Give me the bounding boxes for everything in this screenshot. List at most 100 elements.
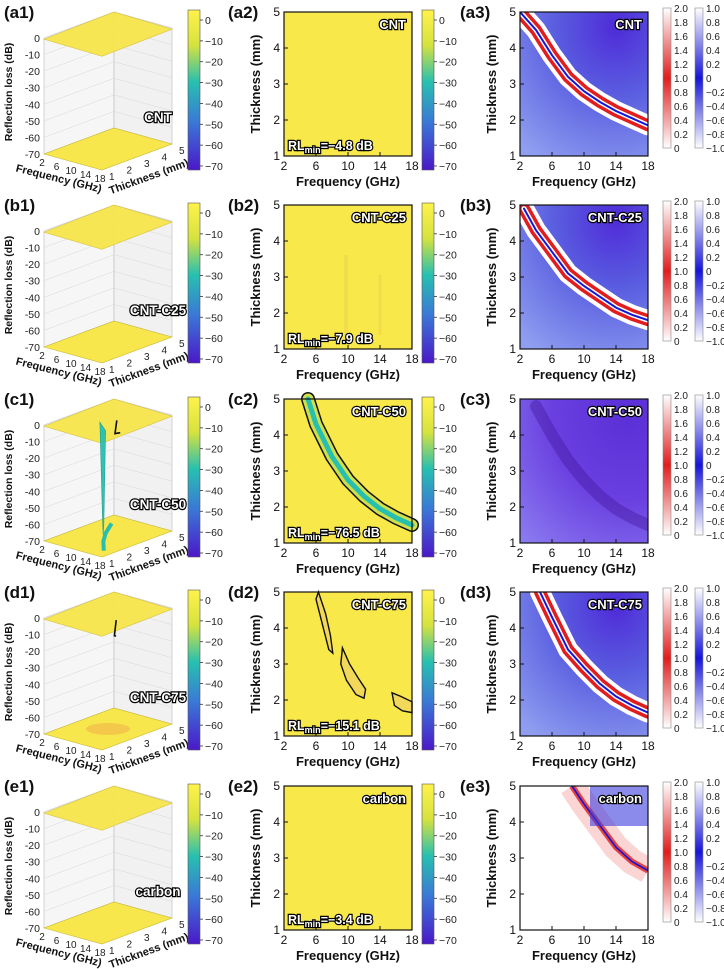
- colorbar-tick-label: −50: [439, 893, 457, 905]
- x-tick-label: 18: [405, 546, 419, 560]
- x-tick-label: 2: [517, 739, 524, 753]
- rl-min-subscript: min: [305, 145, 321, 155]
- thick-tick-label: 2: [127, 359, 133, 370]
- z-tick-label: -50: [25, 309, 40, 321]
- z-tick-label: -40: [25, 486, 40, 498]
- y-tick-label: 3: [273, 270, 280, 284]
- colorbar-real-tick: 1.0: [674, 848, 688, 859]
- x-tick-label: 18: [405, 352, 419, 366]
- y-tick-label: 4: [509, 428, 516, 442]
- z-axis-label: Reflection loss (dB): [3, 236, 15, 335]
- x-tick-label: 6: [313, 352, 320, 366]
- y-tick-label: 4: [273, 621, 280, 635]
- rl-surface: [43, 398, 173, 444]
- colorbar-imag-tick: 0: [706, 654, 712, 665]
- rl-min-prefix: RL: [288, 719, 305, 733]
- x-tick-label: 14: [609, 352, 623, 366]
- x-tick-label: 6: [313, 546, 320, 560]
- colorbar-tick-label: −70: [205, 161, 223, 173]
- colorbar-imag-tick: −0.8: [706, 710, 724, 721]
- y-tick-label: 1: [273, 536, 280, 550]
- colorbar-tick-label: −40: [439, 485, 457, 497]
- y-axis-label: Thickness (mm): [248, 615, 263, 714]
- colorbar-imag-tick: −0.4: [706, 489, 724, 500]
- x-tick-label: 2: [281, 933, 288, 947]
- colorbar-tick-label: −70: [439, 741, 457, 753]
- colorbar-imag-tick: 0.4: [706, 820, 720, 831]
- colorbar-imag-tick: 0.8: [706, 405, 720, 416]
- z-grid: [43, 658, 173, 685]
- colorbar-tick-label: −70: [439, 354, 457, 366]
- y-tick-label: 3: [273, 464, 280, 478]
- colorbar-tick-label: −60: [205, 140, 223, 152]
- z-grid: [43, 498, 173, 525]
- colorbar-imag-tick: −0.2: [706, 475, 724, 486]
- freq-tick-label: 18: [94, 948, 106, 959]
- freq-tick-label: 6: [54, 742, 60, 753]
- thick-tick-label: 3: [144, 933, 150, 944]
- z-tick-label: -70: [25, 729, 40, 741]
- colorbar-imag-tick: 0.4: [706, 239, 720, 250]
- colorbar-real-tick: 1.2: [674, 447, 688, 458]
- colorbar-imag: [694, 394, 704, 536]
- rl-min-annotation: RLmin=−7.9 dB: [288, 332, 373, 348]
- z-tick-label: -20: [25, 840, 40, 852]
- colorbar-imag-tick: 0.6: [706, 419, 720, 430]
- z-grid: [43, 481, 173, 509]
- x-tick-label: 18: [641, 352, 655, 366]
- panel-label: (b2): [228, 196, 259, 215]
- y-tick-label: 1: [273, 729, 280, 743]
- y-tick-label: 3: [509, 77, 516, 91]
- colorbar-tick-label: 0: [439, 15, 445, 27]
- colorbar-real-tick: 0: [674, 918, 680, 929]
- colorbar-tick-label: −40: [205, 291, 223, 303]
- rl-min-value: =−76.5 dB: [321, 526, 380, 540]
- colorbar-tick-label: −30: [205, 465, 223, 477]
- rl-contour: [340, 645, 367, 700]
- colorbar-real-tick: 1.0: [674, 654, 688, 665]
- thick-tick-label: 2: [127, 166, 133, 177]
- y-axis-label: Thickness (mm): [484, 809, 499, 908]
- y-tick-label: 4: [273, 234, 280, 248]
- colorbar-real: [662, 781, 672, 923]
- sample-name: CNT-C50: [130, 497, 186, 512]
- thick-tick-label: 5: [179, 920, 185, 931]
- colorbar-real-tick: 0.2: [674, 517, 688, 528]
- colorbar-real-tick: 1.8: [674, 211, 688, 222]
- rl-min-subscript: min: [305, 338, 321, 348]
- z-tick-label: 0: [34, 420, 40, 432]
- z-tick-label: -30: [25, 857, 40, 869]
- y-tick-label: 5: [273, 392, 280, 406]
- z-tick-label: -10: [25, 437, 40, 449]
- colorbar-tick-label: −30: [439, 465, 457, 477]
- rl-min-annotation: RLmin=−4.8 dB: [288, 139, 373, 155]
- colorbar-imag-tick: −1.0: [706, 531, 724, 542]
- colorbar-real-tick: 0.4: [674, 890, 688, 901]
- impedance-curves: [520, 12, 648, 136]
- panel-label: (b3): [460, 196, 491, 215]
- x-axis-label: Frequency (GHz): [532, 754, 636, 769]
- thick-tick-label: 5: [179, 146, 185, 157]
- band-core: [305, 396, 415, 528]
- colorbar-real-tick: 1.6: [674, 612, 688, 623]
- z-grid: [43, 868, 173, 896]
- z-grid: [43, 271, 173, 298]
- x-tick-label: 6: [549, 159, 556, 173]
- colorbar-tick-label: −70: [205, 935, 223, 947]
- x-tick-label: 14: [609, 546, 623, 560]
- colorbar-real-tick: 0.4: [674, 503, 688, 514]
- colorbar-imag-tick: −0.2: [706, 862, 724, 873]
- colorbar-tick-label: −30: [205, 658, 223, 670]
- colorbar-tick-label: −10: [205, 229, 223, 241]
- colorbar-real-tick: 1.6: [674, 32, 688, 43]
- z-grid: [43, 287, 173, 315]
- y-tick-label: 3: [509, 851, 516, 865]
- freq-tick-label: 14: [80, 944, 92, 955]
- panel-title: CNT: [379, 17, 406, 32]
- x-tick-label: 2: [281, 159, 288, 173]
- z-grid: [43, 691, 173, 718]
- panel-label: (c1): [4, 390, 34, 409]
- z-tick-label: -20: [25, 646, 40, 658]
- match-blue: [539, 592, 648, 714]
- x-tick-label: 18: [641, 159, 655, 173]
